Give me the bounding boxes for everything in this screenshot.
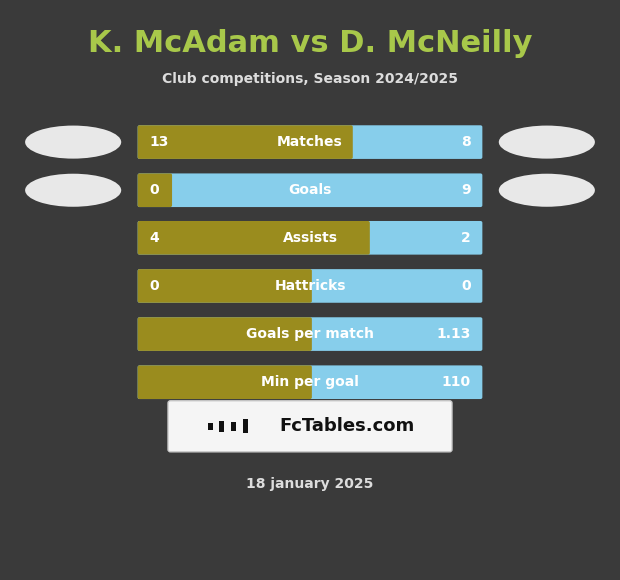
Text: 0: 0 <box>149 279 159 293</box>
Ellipse shape <box>25 126 121 158</box>
FancyBboxPatch shape <box>138 365 312 399</box>
Text: 1.13: 1.13 <box>436 327 471 341</box>
FancyBboxPatch shape <box>243 419 248 433</box>
Text: Min per goal: Min per goal <box>261 375 359 389</box>
Text: Assists: Assists <box>283 231 337 245</box>
Text: Club competitions, Season 2024/2025: Club competitions, Season 2024/2025 <box>162 72 458 86</box>
FancyBboxPatch shape <box>231 422 236 431</box>
Text: Goals: Goals <box>288 183 332 197</box>
Text: 0: 0 <box>149 183 159 197</box>
FancyBboxPatch shape <box>138 173 482 207</box>
Text: 4: 4 <box>149 231 159 245</box>
Ellipse shape <box>498 173 595 206</box>
FancyBboxPatch shape <box>138 317 482 351</box>
Text: Matches: Matches <box>277 135 343 149</box>
FancyBboxPatch shape <box>138 221 370 255</box>
FancyBboxPatch shape <box>219 420 224 432</box>
FancyBboxPatch shape <box>168 401 452 452</box>
Text: 110: 110 <box>441 375 471 389</box>
FancyBboxPatch shape <box>208 423 213 430</box>
FancyBboxPatch shape <box>138 125 482 159</box>
Text: FcTables.com: FcTables.com <box>279 417 414 436</box>
Text: 18 january 2025: 18 january 2025 <box>246 477 374 491</box>
Text: 0: 0 <box>461 279 471 293</box>
Text: 2: 2 <box>461 231 471 245</box>
Text: K. McAdam vs D. McNeilly: K. McAdam vs D. McNeilly <box>88 29 532 58</box>
FancyBboxPatch shape <box>138 269 482 303</box>
Ellipse shape <box>25 173 121 206</box>
FancyBboxPatch shape <box>138 317 312 351</box>
Text: 9: 9 <box>461 183 471 197</box>
FancyBboxPatch shape <box>138 365 482 399</box>
Ellipse shape <box>498 126 595 158</box>
Text: 8: 8 <box>461 135 471 149</box>
Text: Hattricks: Hattricks <box>274 279 346 293</box>
FancyBboxPatch shape <box>138 269 312 303</box>
FancyBboxPatch shape <box>138 125 353 159</box>
Text: 13: 13 <box>149 135 169 149</box>
Text: Goals per match: Goals per match <box>246 327 374 341</box>
FancyBboxPatch shape <box>138 221 482 255</box>
FancyBboxPatch shape <box>138 173 172 207</box>
